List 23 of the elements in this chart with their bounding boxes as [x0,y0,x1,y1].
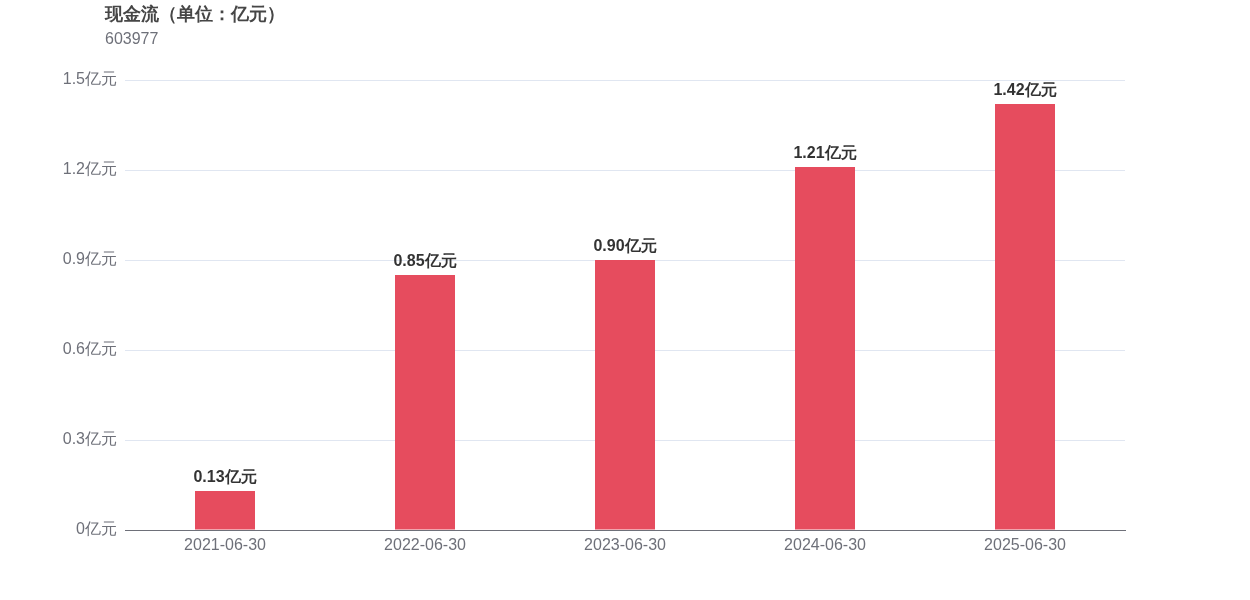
bar [995,104,1055,530]
x-tick-label: 2023-06-30 [584,536,667,554]
data-label: 1.42亿元 [993,81,1057,99]
bar [795,167,855,530]
chart-title: 现金流（单位：亿元） [105,3,285,26]
x-tick-label: 2022-06-30 [384,536,467,554]
y-tick-label: 0亿元 [76,520,117,538]
x-tick-label: 2024-06-30 [784,536,867,554]
y-tick-label: 0.9亿元 [62,250,117,268]
y-tick-label: 0.3亿元 [62,430,117,448]
data-label: 0.90亿元 [593,237,657,255]
y-tick-label: 0.6亿元 [62,340,117,358]
x-tick-label: 2025-06-30 [984,536,1067,554]
bar [595,260,655,530]
x-tick-label: 2021-06-30 [184,536,267,554]
bar [395,275,455,530]
data-label: 0.13亿元 [193,468,257,486]
y-tick-label: 1.5亿元 [62,70,117,88]
bar [195,491,255,530]
data-label: 0.85亿元 [393,252,457,270]
data-label: 1.21亿元 [793,144,857,162]
chart-subtitle: 603977 [105,30,159,48]
y-tick-label: 1.2亿元 [62,160,117,178]
